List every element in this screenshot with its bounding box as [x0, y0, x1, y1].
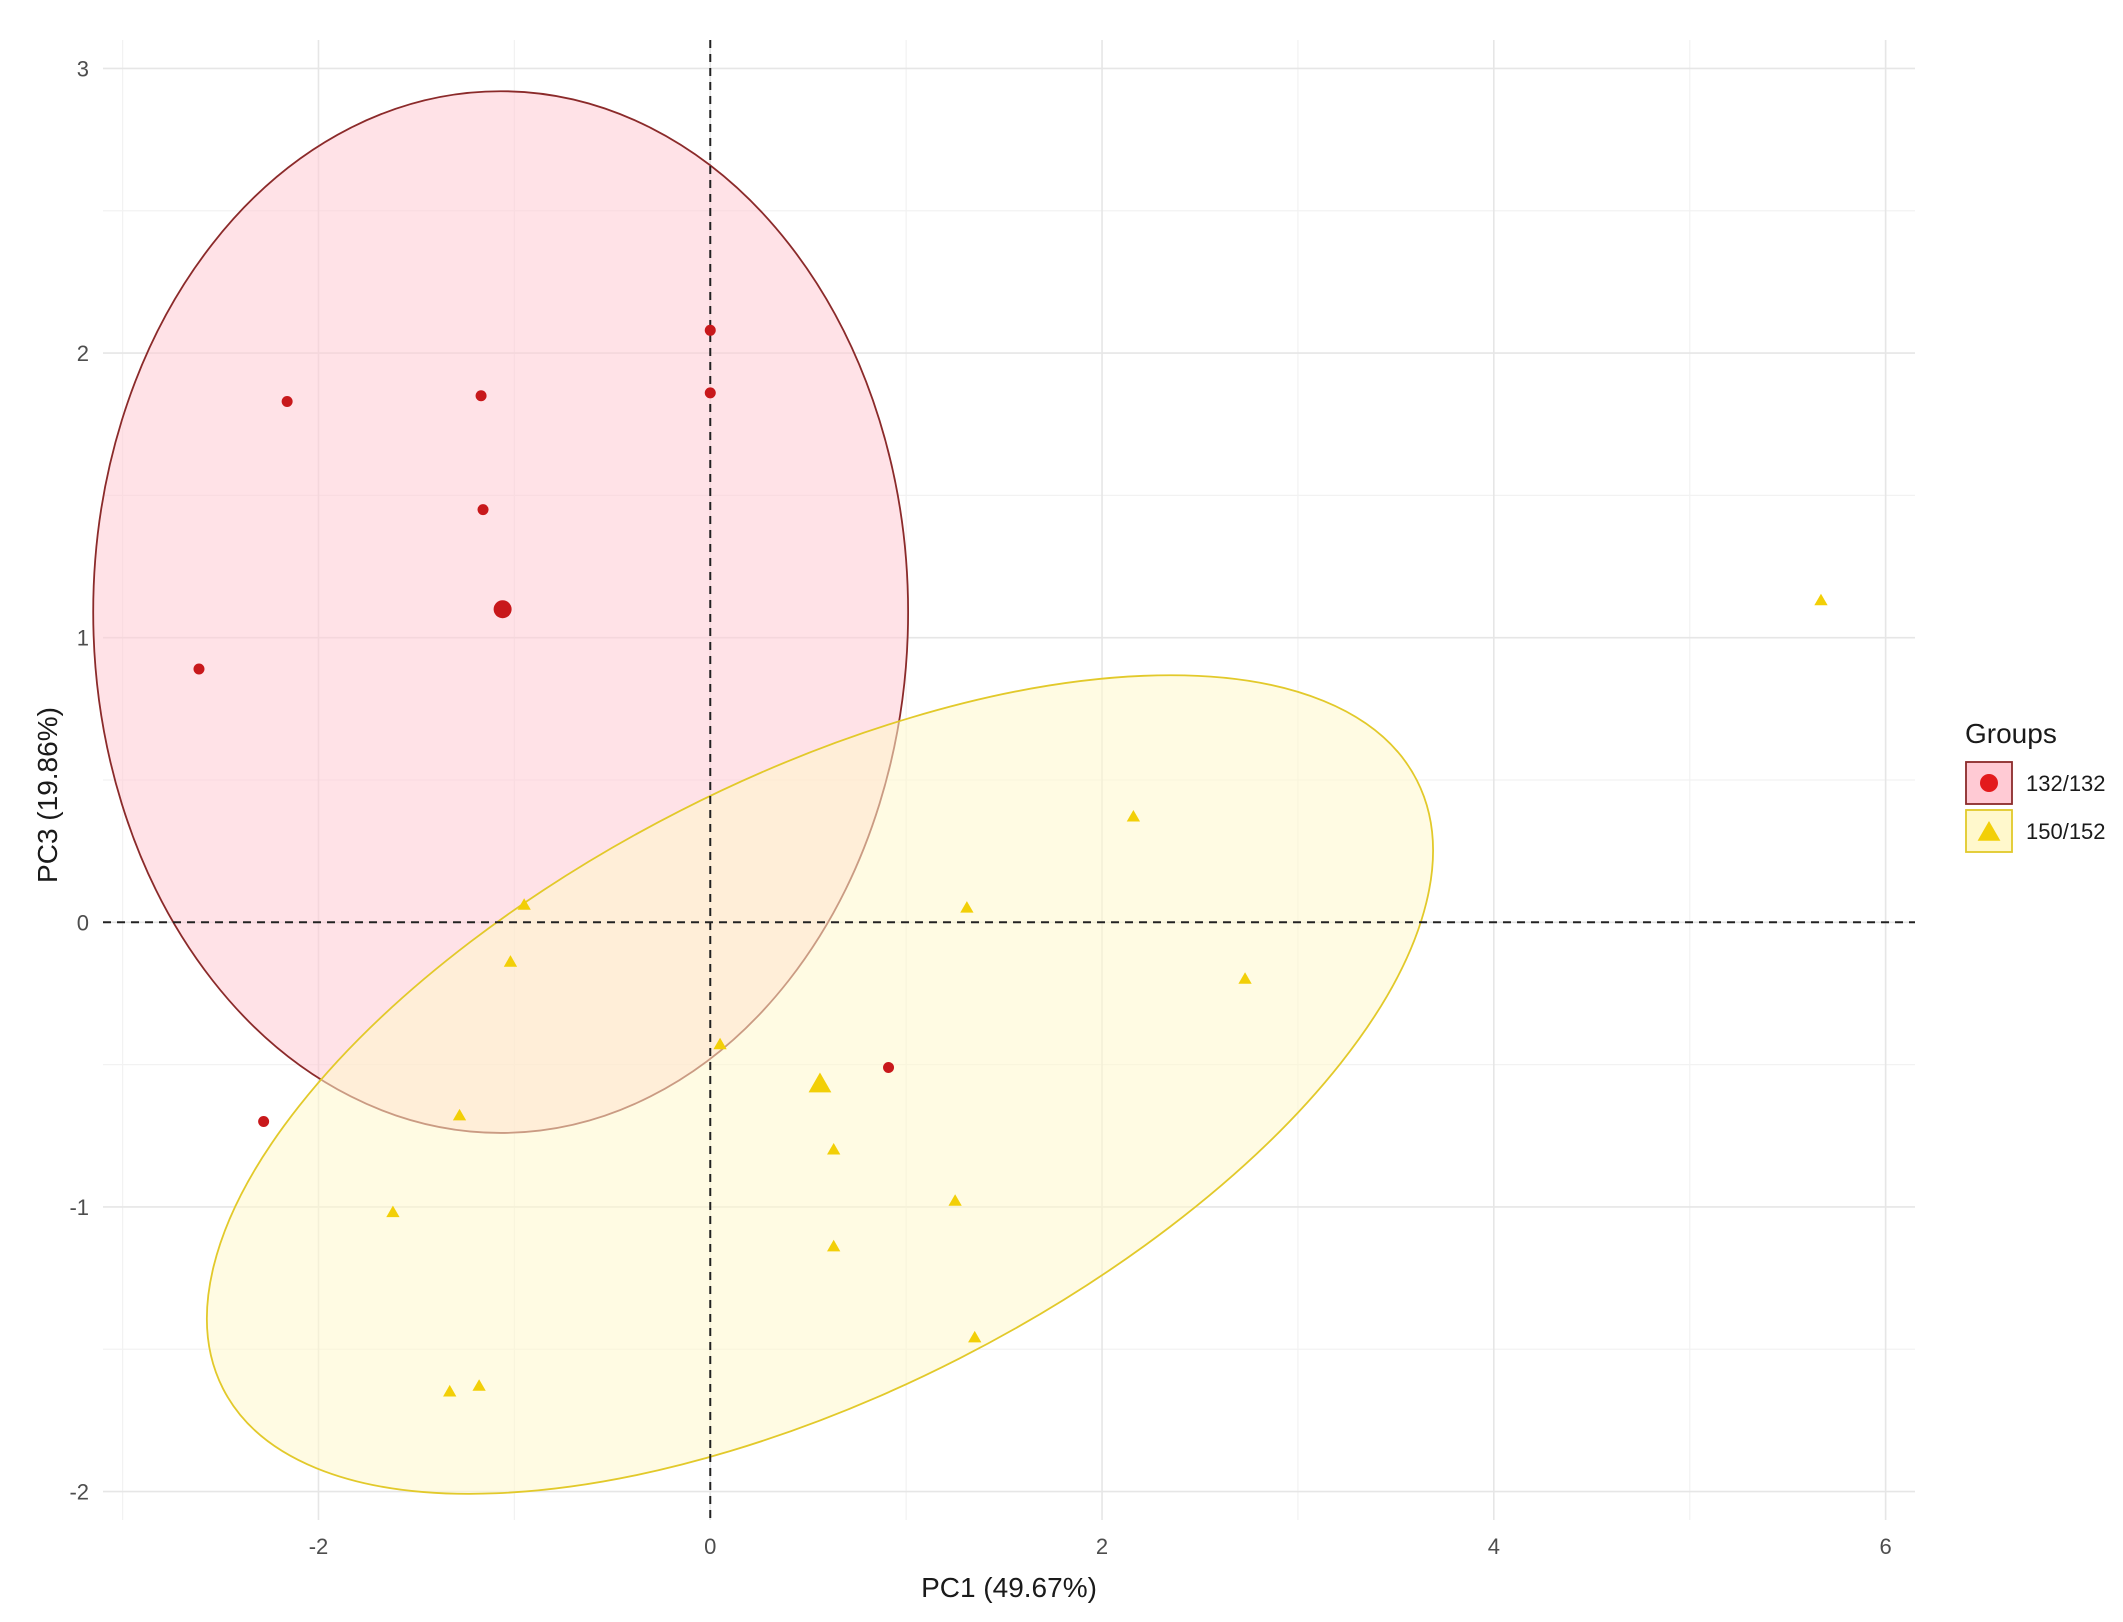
point-s2-3	[713, 1037, 727, 1050]
y-tick-label: -2	[69, 1480, 89, 1505]
point-s2-8	[948, 1194, 962, 1206]
point-s1-4	[704, 324, 716, 336]
centroid-s1	[493, 600, 512, 619]
point-s2-5	[1126, 810, 1141, 822]
x-tick-label: 6	[1879, 1534, 1891, 1559]
y-tick-label: -1	[69, 1195, 89, 1220]
point-s2-1	[517, 898, 531, 910]
point-s2-12	[386, 1205, 400, 1218]
legend-entry-1: 132/132	[1965, 761, 2106, 805]
y-tick-label: 2	[77, 341, 89, 366]
y-tick-label: 1	[77, 626, 89, 651]
point-s2-7	[827, 1143, 841, 1155]
legend-title: Groups	[1965, 718, 2057, 749]
x-tick-label: 2	[1096, 1534, 1108, 1559]
point-s1-6	[193, 663, 205, 675]
point-s2-14	[472, 1379, 486, 1391]
point-s2-13	[443, 1384, 457, 1397]
legend-entry-2: 150/152	[1965, 809, 2106, 853]
point-s2-4	[960, 901, 974, 913]
points-layer	[193, 324, 1828, 1397]
point-s1-8	[883, 1061, 895, 1073]
reference-lines	[103, 40, 1915, 1520]
legend-triangle-icon	[1977, 821, 2001, 841]
x-axis-title: PC1 (49.67%)	[921, 1572, 1097, 1603]
ellipse-layer	[92, 90, 1434, 1495]
legend-circle-icon	[1980, 774, 1998, 792]
point-s2-2	[503, 955, 518, 967]
y-tick-label: 3	[77, 56, 89, 81]
y-tick-label: 0	[77, 910, 89, 935]
tick-labels: -2 0 2 4 6 -2 -1 0 1 2 3	[69, 56, 1891, 1559]
centroid-s2	[808, 1072, 832, 1093]
y-axis-title: PC3 (19.86%)	[32, 707, 63, 883]
point-s1-2	[475, 390, 487, 402]
point-s2-15	[1814, 593, 1828, 606]
point-s2-9	[827, 1239, 841, 1252]
x-tick-label: -2	[309, 1534, 329, 1559]
point-s1-5	[704, 387, 716, 399]
x-tick-label: 0	[704, 1534, 716, 1559]
legend-label: 132/132	[2026, 771, 2106, 796]
x-tick-label: 4	[1488, 1534, 1500, 1559]
point-s1-7	[258, 1116, 270, 1128]
legend-entries: 132/132 150/152	[1965, 761, 2106, 853]
point-s2-10	[968, 1330, 982, 1343]
point-s1-3	[477, 504, 489, 516]
point-s2-11	[452, 1108, 467, 1121]
point-s1-1	[281, 395, 293, 407]
legend: Groups 132/132 150/152	[1965, 718, 2106, 853]
legend-label: 150/152	[2026, 819, 2106, 844]
point-s2-6	[1238, 972, 1252, 984]
